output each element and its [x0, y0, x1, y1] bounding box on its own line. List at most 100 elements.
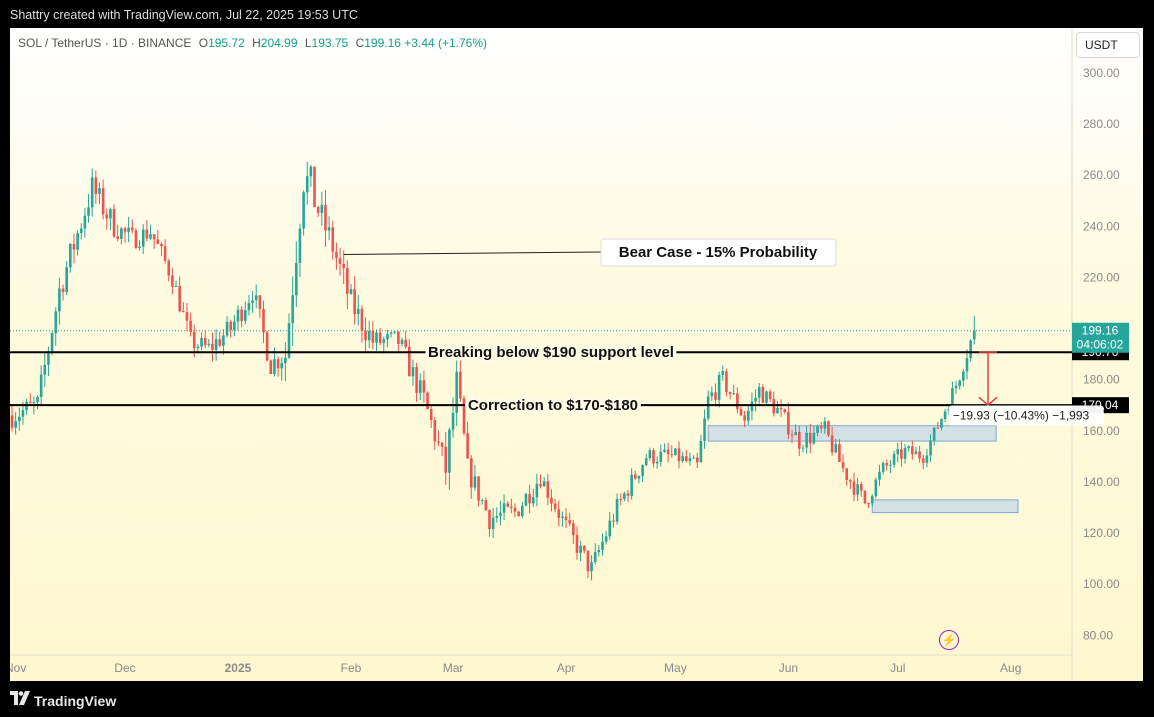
candle-body — [885, 462, 889, 466]
candle-body — [943, 411, 947, 419]
candle-body — [499, 512, 502, 517]
candle-body — [462, 398, 466, 434]
x-tick-label: Apr — [557, 661, 576, 675]
candle-body — [72, 243, 76, 250]
candle-body — [870, 496, 874, 504]
candle-body — [415, 367, 418, 393]
candle-body — [863, 490, 867, 504]
candle-body — [335, 251, 338, 259]
open-value: 195.72 — [208, 36, 245, 50]
candle-body — [604, 536, 608, 542]
candle-body — [269, 360, 273, 375]
candle-body — [911, 446, 914, 455]
candle-body — [360, 308, 364, 331]
candle-body — [466, 433, 469, 459]
candle-body — [517, 511, 520, 516]
candle-body — [524, 494, 528, 506]
candle-body — [160, 243, 163, 247]
candle-body — [236, 309, 240, 322]
candle-body — [243, 310, 247, 321]
candle-body — [109, 209, 112, 219]
y-tick-label: 220.00 — [1083, 270, 1120, 284]
candle-body — [382, 339, 386, 343]
candle-body — [433, 420, 437, 442]
candle-body — [816, 426, 819, 433]
candle-body — [200, 337, 203, 347]
candle-body — [39, 374, 43, 397]
candle-body — [189, 320, 192, 332]
candle-body — [859, 484, 863, 491]
tradingview-brand[interactable]: TradingView — [34, 693, 117, 709]
candle-body — [965, 358, 969, 372]
candle-body — [222, 335, 225, 346]
candle-body — [130, 227, 134, 231]
candle-body — [699, 440, 703, 463]
callout-box — [600, 238, 837, 267]
candle-body — [586, 550, 590, 572]
y-tick-label: 180.00 — [1083, 373, 1120, 387]
candle-body — [280, 363, 284, 369]
candle-body — [120, 228, 123, 239]
candle-body — [171, 275, 174, 287]
candle-body — [663, 449, 666, 452]
candle-body — [316, 207, 320, 213]
candle-body — [725, 371, 728, 393]
low-label: L — [304, 36, 312, 50]
close-value: 199.16 — [364, 36, 401, 50]
candle-body — [535, 484, 539, 498]
candlestick-chart[interactable]: 80.00100.00120.00140.00160.00180.00200.0… — [10, 28, 1143, 681]
candle-body — [787, 412, 790, 435]
candle-body — [305, 176, 309, 193]
candle-body — [972, 330, 976, 340]
candle-body — [907, 446, 910, 449]
chart-frame: 80.00100.00120.00140.00160.00180.00200.0… — [10, 28, 1143, 681]
candle-body — [546, 481, 550, 498]
symbol-label[interactable]: SOL / TetherUS · 1D · BINANCE — [18, 36, 192, 50]
candle-body — [149, 234, 152, 239]
y-tick-label: 80.00 — [1083, 628, 1113, 642]
candle-body — [633, 474, 637, 479]
candle-body — [746, 410, 750, 421]
lightning-icon[interactable]: ⚡ — [939, 630, 959, 650]
candle-body — [914, 451, 918, 455]
candle-body — [929, 440, 932, 456]
candle-body — [134, 230, 138, 249]
candle-body — [364, 330, 367, 341]
candle-body — [247, 303, 251, 311]
candle-body — [174, 285, 178, 287]
candle-body — [659, 451, 663, 462]
candle-body — [254, 295, 258, 301]
candle-body — [276, 359, 280, 369]
candle-body — [214, 339, 218, 350]
candle-body — [225, 321, 229, 336]
candle-body — [692, 457, 695, 459]
candle-body — [812, 432, 816, 444]
candle-body — [203, 337, 207, 345]
candle-body — [123, 228, 127, 232]
candle-body — [954, 385, 958, 389]
candle-body — [156, 239, 160, 244]
candle-body — [400, 339, 404, 344]
candle-body — [83, 215, 87, 229]
y-tick-label: 280.00 — [1083, 117, 1120, 131]
candle-body — [448, 429, 451, 473]
candle-body — [408, 346, 411, 377]
candle-body — [233, 321, 236, 330]
candle-body — [936, 427, 940, 429]
candle-body — [87, 207, 90, 216]
candle-body — [743, 415, 746, 421]
candle-body — [251, 300, 254, 304]
countdown-value: 04:06:02 — [1077, 338, 1124, 352]
currency-button[interactable]: USDT — [1076, 32, 1140, 58]
candle-body — [710, 392, 714, 397]
candle-body — [849, 480, 852, 482]
candle-body — [411, 367, 415, 377]
candle-body — [375, 332, 378, 343]
callout-leader-line — [343, 251, 602, 255]
candle-body — [706, 396, 710, 419]
candle-body — [579, 545, 582, 553]
high-label: H — [252, 36, 261, 50]
candle-body — [367, 331, 371, 341]
candle-body — [10, 415, 14, 428]
high-value: 204.99 — [260, 36, 298, 50]
